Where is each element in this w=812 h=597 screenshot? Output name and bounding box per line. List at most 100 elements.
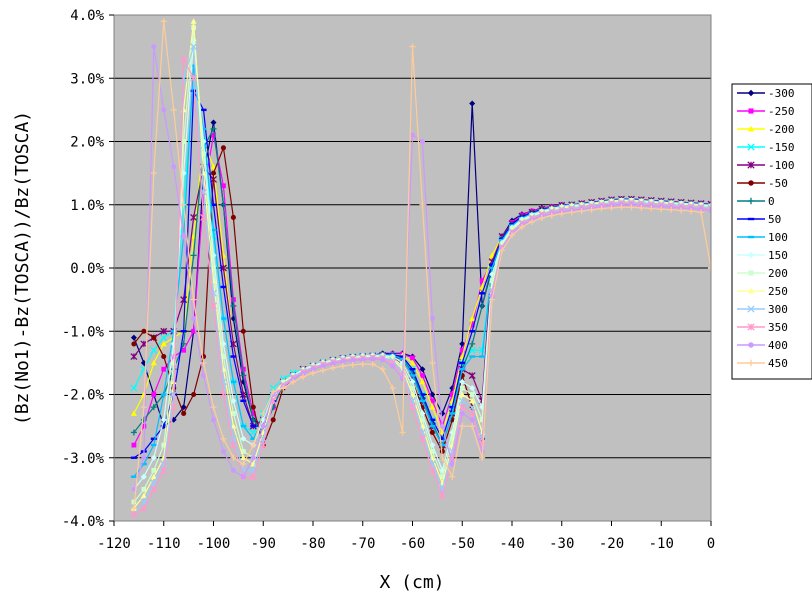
data-point xyxy=(191,328,196,334)
data-point xyxy=(479,278,485,284)
data-point xyxy=(211,132,216,138)
data-point xyxy=(160,340,167,347)
x-tick-label: -30 xyxy=(549,536,574,552)
data-point xyxy=(131,341,137,347)
series-450 xyxy=(130,18,711,512)
data-point xyxy=(409,43,416,50)
legend-entry: -150 xyxy=(737,141,795,154)
data-point xyxy=(231,297,236,303)
data-point xyxy=(509,223,515,226)
data-point xyxy=(131,499,137,505)
data-point xyxy=(210,404,217,411)
legend-marker xyxy=(748,342,754,348)
legend-label: 400 xyxy=(768,339,788,352)
data-point xyxy=(349,361,356,368)
data-point xyxy=(150,443,157,447)
data-point xyxy=(190,296,197,303)
data-point xyxy=(220,285,227,289)
data-point xyxy=(360,357,366,363)
data-point xyxy=(469,322,475,328)
x-tick-label: -60 xyxy=(400,536,425,552)
data-point xyxy=(469,355,476,358)
data-point xyxy=(429,418,436,421)
data-point xyxy=(240,399,247,403)
data-point xyxy=(419,366,426,373)
data-point xyxy=(240,454,247,461)
data-point xyxy=(708,265,711,271)
data-point xyxy=(409,403,416,411)
data-point xyxy=(201,151,206,157)
data-point xyxy=(598,205,605,212)
data-point xyxy=(160,334,168,342)
data-point xyxy=(479,302,486,309)
legend-label: -250 xyxy=(768,105,795,118)
data-point xyxy=(191,391,197,398)
data-point xyxy=(439,423,445,429)
data-point xyxy=(438,492,446,500)
data-point xyxy=(220,145,226,151)
data-point xyxy=(130,410,137,416)
data-point xyxy=(469,392,475,397)
data-point xyxy=(429,404,436,410)
data-point xyxy=(419,138,426,145)
data-point xyxy=(150,170,157,177)
data-point xyxy=(410,385,415,391)
data-point xyxy=(240,366,246,372)
data-point xyxy=(180,296,188,304)
data-point xyxy=(150,485,158,493)
data-point xyxy=(250,437,257,440)
data-point xyxy=(428,466,436,474)
data-point xyxy=(439,474,445,480)
data-point xyxy=(418,435,426,443)
data-point xyxy=(369,361,376,368)
data-point xyxy=(568,209,575,216)
data-point xyxy=(528,218,535,225)
data-point xyxy=(130,456,137,459)
data-point xyxy=(150,473,157,480)
data-point xyxy=(161,366,167,372)
legend-entry: 0 xyxy=(737,195,775,208)
data-point xyxy=(370,356,376,362)
data-point xyxy=(140,504,148,512)
data-point xyxy=(489,263,496,267)
data-point xyxy=(399,429,406,436)
data-point xyxy=(131,442,137,448)
data-point xyxy=(161,107,167,113)
data-point xyxy=(538,215,545,222)
data-point xyxy=(638,204,645,211)
data-point xyxy=(220,448,226,454)
legend-label: -50 xyxy=(768,177,788,190)
data-point xyxy=(140,340,148,348)
data-point xyxy=(409,359,416,366)
data-point xyxy=(240,449,246,454)
data-point xyxy=(210,228,217,232)
data-point xyxy=(130,429,137,436)
legend-marker xyxy=(747,359,755,367)
data-point xyxy=(219,391,227,398)
x-tick-label: -80 xyxy=(300,536,325,552)
data-point xyxy=(150,359,157,366)
data-point xyxy=(240,435,247,442)
data-point xyxy=(181,233,187,239)
legend-label: -100 xyxy=(768,159,795,172)
data-point xyxy=(230,355,237,358)
data-point xyxy=(430,449,435,454)
data-point xyxy=(151,335,157,341)
x-tick-label: -10 xyxy=(649,536,674,552)
legend-label: 300 xyxy=(768,303,788,316)
legend-label: -150 xyxy=(768,141,795,154)
data-point xyxy=(170,403,178,411)
legend-marker xyxy=(747,125,755,132)
data-point xyxy=(468,410,476,417)
data-point xyxy=(340,359,346,365)
data-point xyxy=(390,363,396,369)
data-point xyxy=(270,388,277,395)
data-point xyxy=(698,206,704,212)
data-point xyxy=(151,468,157,473)
data-point xyxy=(151,392,157,397)
data-point xyxy=(150,404,157,411)
legend-entry: -100 xyxy=(737,159,795,172)
legend: -300 -250 -200 -150 -100 -50 0 50 100 150 200 250 30… xyxy=(737,87,795,370)
data-point xyxy=(588,206,595,213)
data-point xyxy=(200,108,207,112)
